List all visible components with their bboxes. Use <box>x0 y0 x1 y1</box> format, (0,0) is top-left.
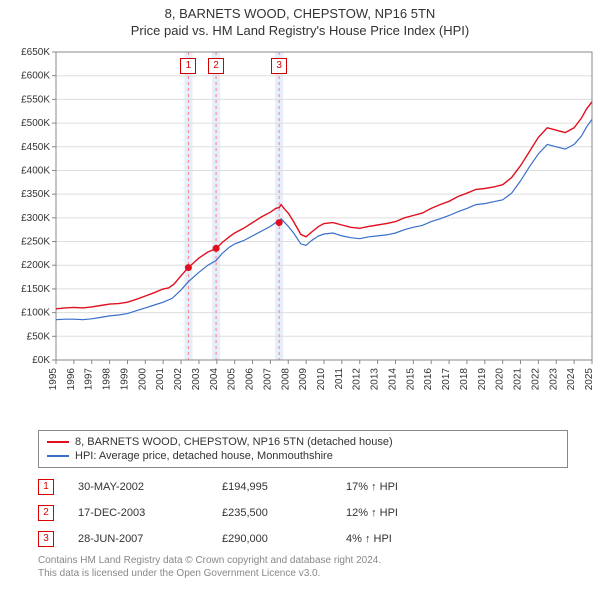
svg-text:£550K: £550K <box>21 94 50 105</box>
sale-marker-1: 1 <box>38 479 54 495</box>
sale-pct-3: 4% ↑ HPI <box>346 533 456 545</box>
sale-row-3: 3 28-JUN-2007 £290,000 4% ↑ HPI <box>38 526 568 552</box>
svg-text:£0K: £0K <box>32 355 50 366</box>
legend-item-subject: 8, BARNETS WOOD, CHEPSTOW, NP16 5TN (det… <box>47 435 559 449</box>
svg-text:£300K: £300K <box>21 213 50 224</box>
svg-text:2005: 2005 <box>227 368 238 391</box>
sale-date-1: 30-MAY-2002 <box>78 481 198 493</box>
svg-text:2007: 2007 <box>262 368 273 391</box>
svg-text:£50K: £50K <box>27 331 51 342</box>
svg-text:2001: 2001 <box>155 368 166 391</box>
svg-text:2024: 2024 <box>566 368 577 391</box>
legend-label-hpi: HPI: Average price, detached house, Monm… <box>75 450 333 462</box>
svg-text:2021: 2021 <box>513 368 524 391</box>
svg-text:1996: 1996 <box>66 368 77 391</box>
svg-text:£250K: £250K <box>21 237 50 248</box>
chart-marker-2: 2 <box>208 58 224 74</box>
svg-text:2016: 2016 <box>423 368 434 391</box>
sale-price-1: £194,995 <box>222 481 322 493</box>
title-line-2: Price paid vs. HM Land Registry's House … <box>0 23 600 40</box>
legend-item-hpi: HPI: Average price, detached house, Monm… <box>47 449 559 463</box>
svg-text:2020: 2020 <box>495 368 506 391</box>
svg-text:2014: 2014 <box>387 368 398 391</box>
chart-marker-3: 3 <box>271 58 287 74</box>
svg-text:2010: 2010 <box>316 368 327 391</box>
legend-swatch-hpi <box>47 455 69 457</box>
sale-pct-1: 17% ↑ HPI <box>346 481 456 493</box>
sale-marker-2: 2 <box>38 505 54 521</box>
svg-text:2004: 2004 <box>209 368 220 391</box>
legend-label-subject: 8, BARNETS WOOD, CHEPSTOW, NP16 5TN (det… <box>75 436 393 448</box>
svg-text:2006: 2006 <box>245 368 256 391</box>
sale-row-2: 2 17-DEC-2003 £235,500 12% ↑ HPI <box>38 500 568 526</box>
sale-marker-3: 3 <box>38 531 54 547</box>
svg-text:2018: 2018 <box>459 368 470 391</box>
svg-text:£350K: £350K <box>21 189 50 200</box>
svg-text:2015: 2015 <box>405 368 416 391</box>
sales-list: 1 30-MAY-2002 £194,995 17% ↑ HPI 2 17-DE… <box>38 474 568 552</box>
svg-text:£450K: £450K <box>21 142 50 153</box>
page: 8, BARNETS WOOD, CHEPSTOW, NP16 5TN Pric… <box>0 0 600 590</box>
svg-text:1995: 1995 <box>48 368 59 391</box>
chart-svg: £0K £50K £100K £150K £200K £250K £300K £350K £40… <box>0 44 600 424</box>
svg-text:2025: 2025 <box>584 368 595 391</box>
svg-text:£650K: £650K <box>21 47 50 58</box>
svg-text:£400K: £400K <box>21 165 50 176</box>
svg-text:2019: 2019 <box>477 368 488 391</box>
sale-price-2: £235,500 <box>222 507 322 519</box>
footer-line-1: Contains HM Land Registry data © Crown c… <box>38 554 568 567</box>
svg-text:1999: 1999 <box>119 368 130 391</box>
sale-row-1: 1 30-MAY-2002 £194,995 17% ↑ HPI <box>38 474 568 500</box>
svg-text:2017: 2017 <box>441 368 452 391</box>
sale-price-3: £290,000 <box>222 533 322 545</box>
sale-date-3: 28-JUN-2007 <box>78 533 198 545</box>
svg-text:2012: 2012 <box>352 368 363 391</box>
svg-text:1998: 1998 <box>102 368 113 391</box>
svg-text:2022: 2022 <box>530 368 541 391</box>
svg-text:£500K: £500K <box>21 118 50 129</box>
legend-swatch-subject <box>47 441 69 443</box>
svg-text:2023: 2023 <box>548 368 559 391</box>
sale-date-2: 17-DEC-2003 <box>78 507 198 519</box>
svg-text:£150K: £150K <box>21 284 50 295</box>
legend: 8, BARNETS WOOD, CHEPSTOW, NP16 5TN (det… <box>38 430 568 468</box>
svg-text:£100K: £100K <box>21 308 50 319</box>
svg-text:2013: 2013 <box>370 368 381 391</box>
attribution: Contains HM Land Registry data © Crown c… <box>38 554 568 580</box>
svg-text:2003: 2003 <box>191 368 202 391</box>
svg-text:1997: 1997 <box>84 368 95 391</box>
svg-text:2000: 2000 <box>137 368 148 391</box>
svg-text:£600K: £600K <box>21 71 50 82</box>
svg-text:2011: 2011 <box>334 368 345 390</box>
svg-text:2008: 2008 <box>280 368 291 391</box>
svg-text:2002: 2002 <box>173 368 184 391</box>
footer-line-2: This data is licensed under the Open Gov… <box>38 567 568 580</box>
chart-marker-1: 1 <box>180 58 196 74</box>
line-chart: £0K £50K £100K £150K £200K £250K £300K £350K £40… <box>0 44 600 424</box>
sale-pct-2: 12% ↑ HPI <box>346 507 456 519</box>
chart-title: 8, BARNETS WOOD, CHEPSTOW, NP16 5TN Pric… <box>0 0 600 40</box>
title-line-1: 8, BARNETS WOOD, CHEPSTOW, NP16 5TN <box>0 6 600 23</box>
svg-text:2009: 2009 <box>298 368 309 391</box>
svg-text:£200K: £200K <box>21 260 50 271</box>
